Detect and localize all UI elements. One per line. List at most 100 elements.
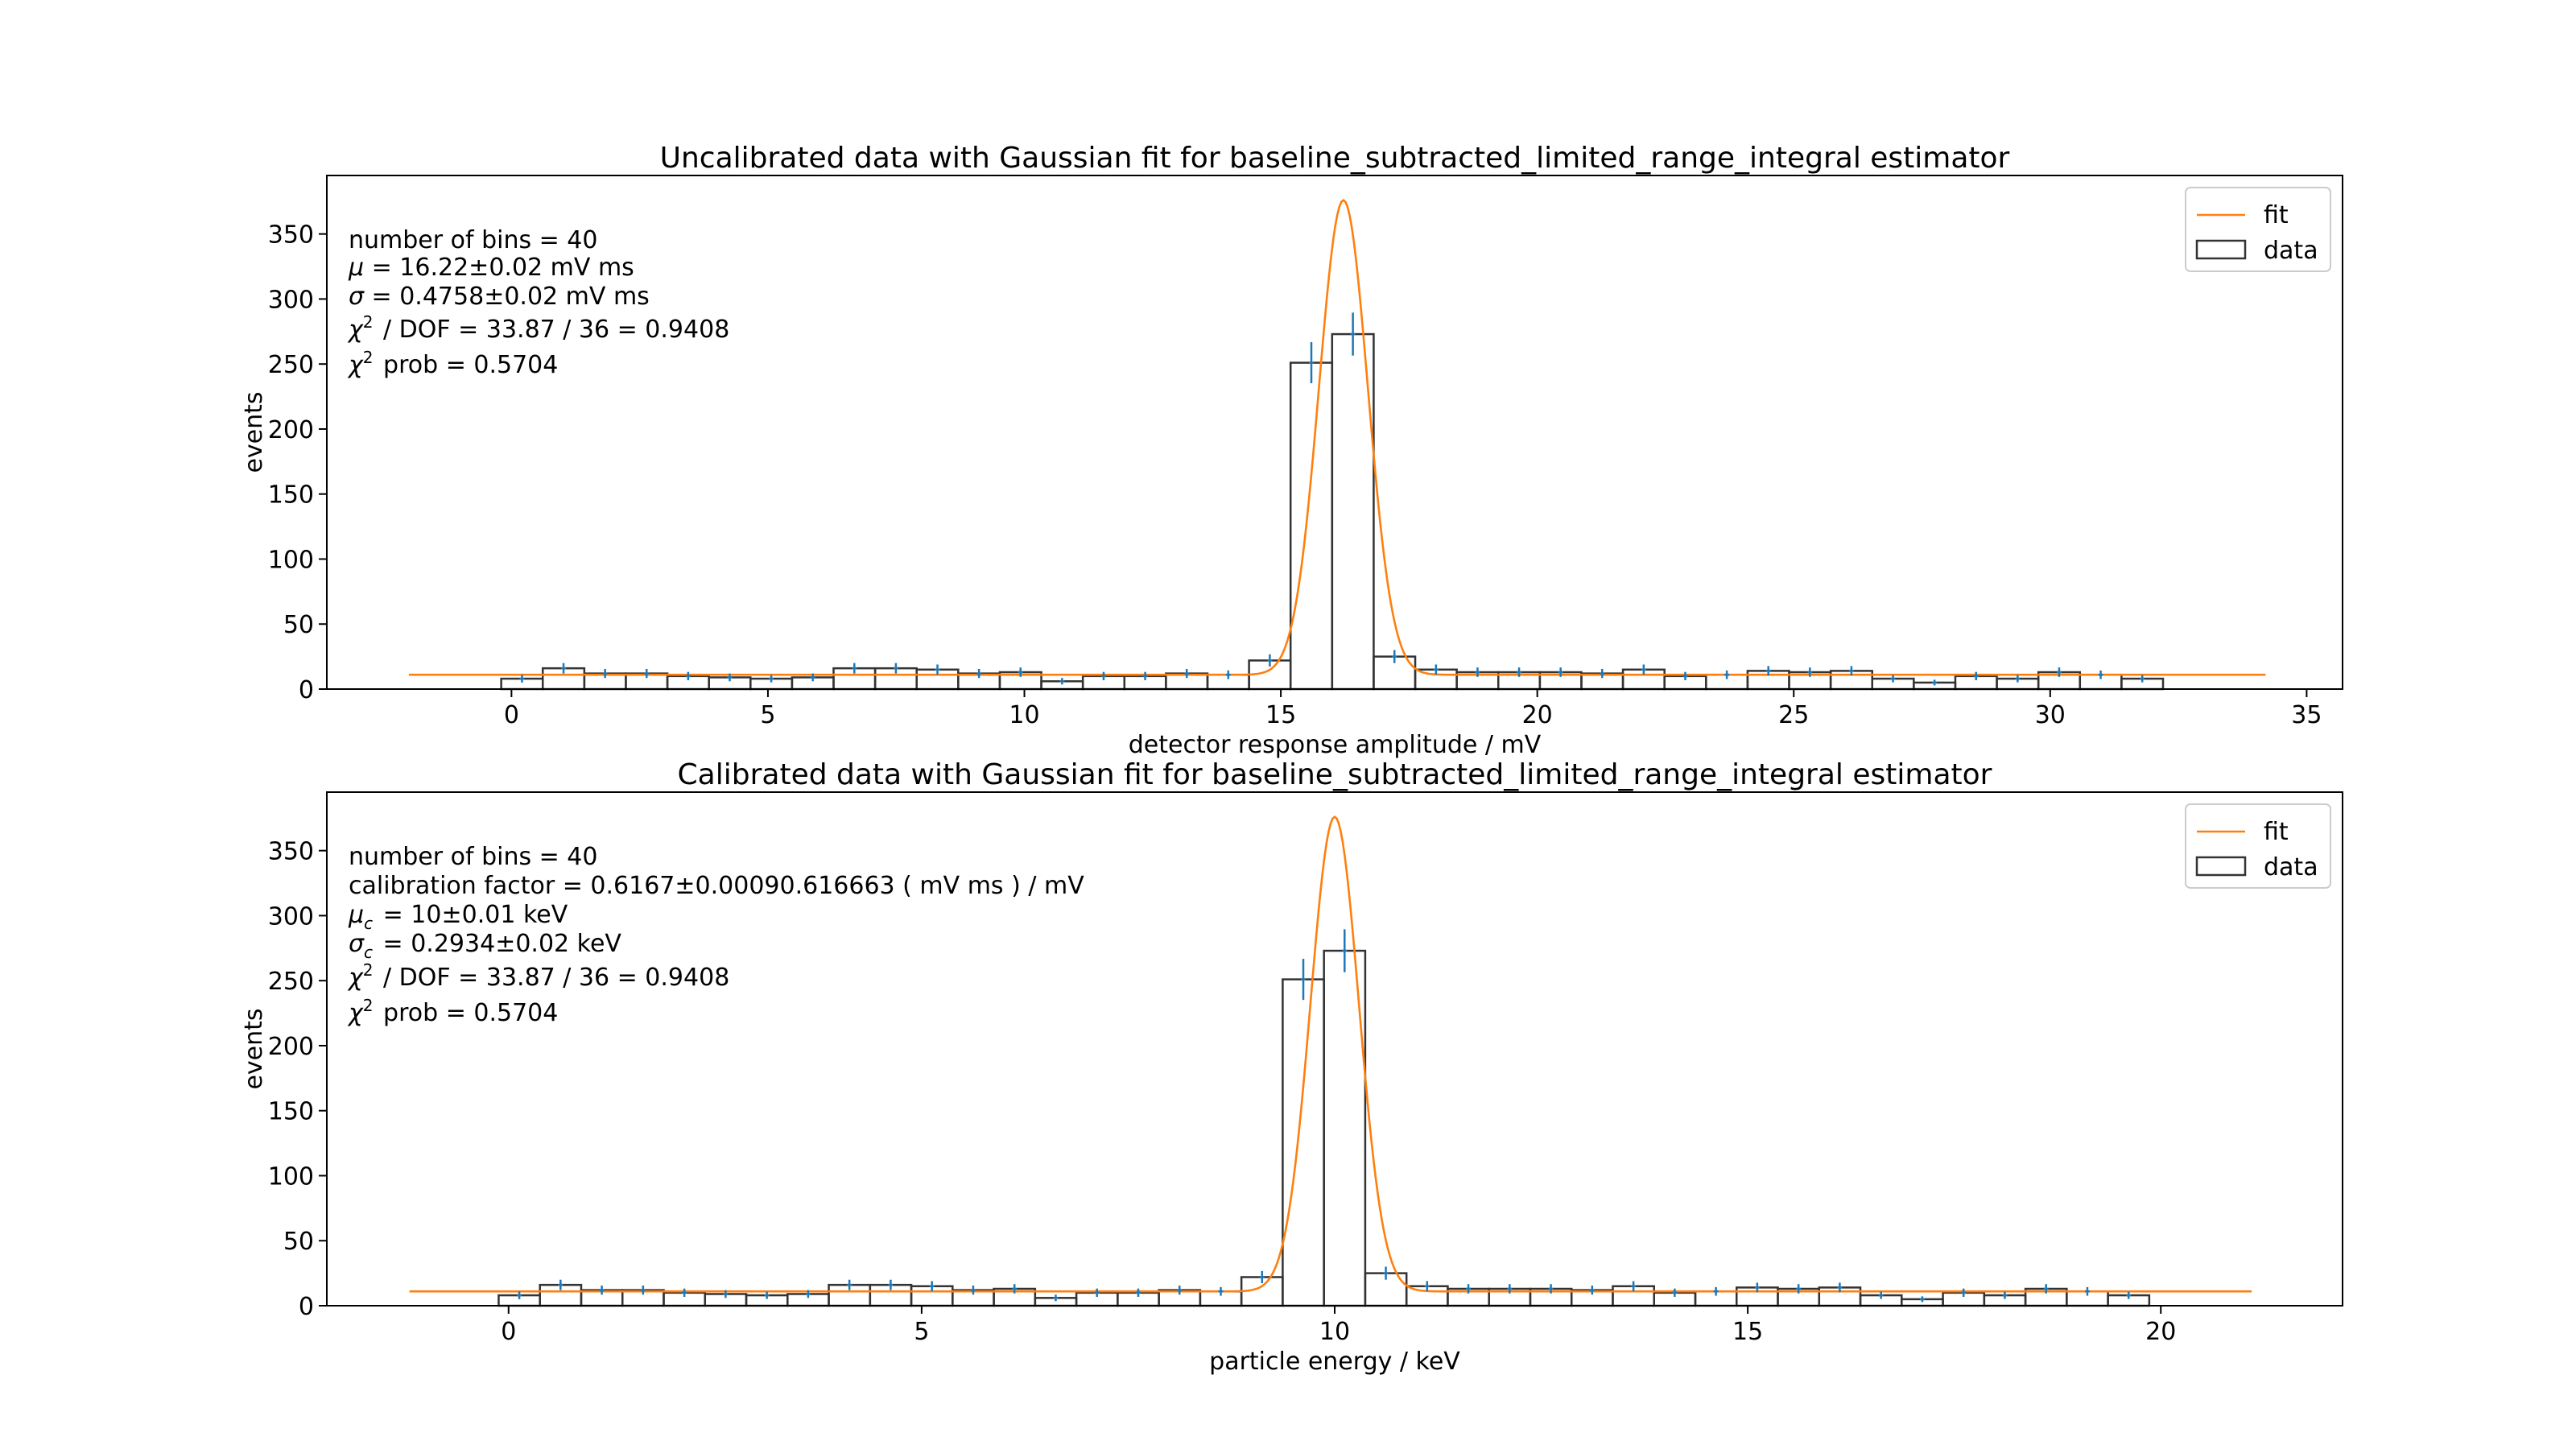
- error-bar: [976, 668, 982, 679]
- error-bar: [935, 664, 940, 675]
- legend-label-data: data: [2264, 853, 2318, 881]
- info-line: number of bins = 40: [349, 226, 597, 254]
- error-bar: [682, 1288, 687, 1298]
- fit-curve: [408, 199, 2266, 676]
- y-tick-label: 350: [268, 221, 314, 250]
- fit-curve: [409, 815, 2252, 1293]
- axes-frame: [326, 791, 2343, 1307]
- x-tick-label: 5: [760, 701, 775, 729]
- legend-box: [2185, 803, 2331, 889]
- error-bar: [1184, 668, 1190, 679]
- error-bar: [1558, 667, 1563, 677]
- error-bar: [1837, 1282, 1843, 1293]
- y-tick-label: 50: [283, 1228, 314, 1256]
- legend: fit data: [2185, 187, 2331, 272]
- error-bar: [1094, 1288, 1100, 1298]
- error-bar: [1424, 1281, 1430, 1292]
- chart-panel-2: Calibrated data with Gaussian fit for ba…: [240, 758, 2343, 1376]
- x-tick-label: 10: [1319, 1318, 1350, 1346]
- error-bar: [1059, 678, 1065, 685]
- x-tick-label: 25: [1778, 701, 1809, 729]
- legend-swatch-data: [2195, 239, 2247, 260]
- error-bar: [685, 671, 691, 681]
- error-bar: [1475, 667, 1480, 677]
- error-bar: [723, 1290, 729, 1298]
- info-line: χ2 prob = 0.5704: [347, 996, 558, 1027]
- error-bar: [558, 1279, 564, 1290]
- error-bar: [1631, 1281, 1637, 1292]
- fit-info: number of bins = 40μ = 16.22±0.02 mV msσ…: [347, 226, 729, 379]
- chart-panel-1: Uncalibrated data with Gaussian fit for …: [240, 142, 2343, 759]
- error-bar: [1433, 664, 1439, 675]
- error-bar: [970, 1285, 976, 1295]
- error-bar: [805, 1290, 811, 1298]
- error-bar: [1807, 667, 1813, 677]
- error-bar: [1383, 1266, 1389, 1280]
- error-bars: [517, 929, 2132, 1302]
- error-bar: [2098, 670, 2103, 679]
- error-bar: [1973, 671, 1979, 681]
- error-bar: [888, 1279, 894, 1290]
- info-line: calibration factor = 0.6167±0.00090.6166…: [349, 872, 1084, 900]
- error-bar: [1392, 650, 1397, 663]
- legend-label-fit: fit: [2264, 201, 2289, 229]
- error-bar: [561, 663, 567, 674]
- x-tick-label: 35: [2291, 701, 2322, 729]
- x-tick-label: 10: [1009, 701, 1039, 729]
- histogram-bar: [1289, 361, 1334, 691]
- y-axis-label: events: [240, 391, 268, 473]
- error-bar: [640, 1285, 646, 1295]
- error-bar: [1142, 671, 1148, 681]
- legend-swatch-data: [2195, 856, 2247, 877]
- error-bar: [893, 663, 898, 674]
- error-bar: [1350, 312, 1356, 356]
- error-bar: [1890, 675, 1896, 683]
- info-line: χ2 prob = 0.5704: [347, 348, 558, 379]
- error-bar: [1018, 667, 1023, 677]
- y-tick-label: 50: [283, 611, 314, 639]
- error-bar: [1517, 667, 1522, 677]
- error-bar: [599, 1285, 605, 1295]
- error-bar: [1848, 666, 1854, 676]
- error-bar: [1218, 1286, 1224, 1296]
- error-bar: [2043, 1284, 2049, 1294]
- error-bar: [810, 673, 815, 682]
- error-bar: [1507, 1284, 1513, 1294]
- x-tick-label: 0: [501, 1318, 516, 1346]
- y-tick-label: 100: [268, 1162, 314, 1191]
- y-tick-label: 0: [299, 1293, 314, 1321]
- error-bar: [1012, 1284, 1018, 1294]
- error-bar: [1225, 670, 1231, 679]
- error-bar: [1754, 1282, 1760, 1293]
- x-axis-label: particle energy / keV: [1209, 1348, 1460, 1376]
- x-tick-label: 15: [1265, 701, 1296, 729]
- error-bar: [1600, 668, 1605, 679]
- error-bar: [764, 1291, 770, 1299]
- error-bar: [769, 675, 774, 683]
- error-bar: [1796, 1284, 1802, 1294]
- error-bar: [1932, 679, 1938, 686]
- y-tick-label: 100: [268, 546, 314, 574]
- x-tick-label: 30: [2035, 701, 2066, 729]
- x-tick-label: 5: [914, 1318, 929, 1346]
- info-line: σ = 0.4758±0.02 mV ms: [349, 283, 650, 311]
- chart-title: Calibrated data with Gaussian fit for ba…: [678, 758, 1992, 791]
- error-bar: [1713, 1286, 1719, 1296]
- error-bar: [1724, 670, 1730, 679]
- legend-item-fit: fit: [2197, 818, 2289, 846]
- legend-box: [2185, 187, 2331, 272]
- info-line: μ = 16.22±0.02 mV ms: [348, 254, 634, 282]
- chart-title: Uncalibrated data with Gaussian fit for …: [660, 142, 2010, 175]
- y-tick-label: 300: [268, 902, 314, 931]
- error-bar: [1589, 1285, 1595, 1295]
- y-tick-label: 150: [268, 481, 314, 510]
- legend-item-data: data: [2195, 853, 2318, 881]
- error-bar: [1177, 1285, 1183, 1295]
- error-bar: [2126, 1291, 2132, 1299]
- error-bar: [644, 668, 650, 679]
- info-line: χ2 / DOF = 33.87 / 36 = 0.9408: [347, 312, 729, 344]
- x-axis-label: detector response amplitude / mV: [1129, 731, 1542, 759]
- info-line: χ2 / DOF = 33.87 / 36 = 0.9408: [347, 960, 729, 992]
